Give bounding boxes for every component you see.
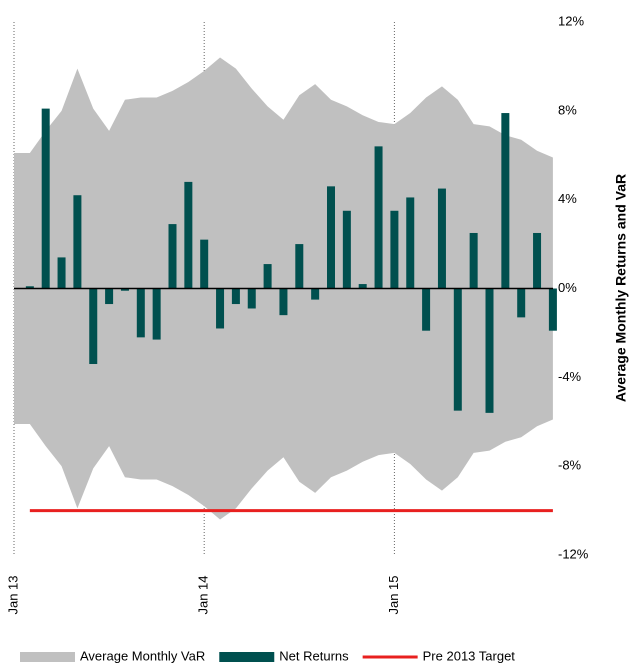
bar — [422, 288, 431, 331]
y-tick-label: 12% — [558, 13, 584, 28]
bar — [406, 197, 415, 289]
bar — [533, 232, 542, 289]
y-axis-label: Average Monthly Returns and VaR — [613, 174, 629, 402]
bar — [200, 239, 209, 289]
legend-label: Average Monthly VaR — [80, 648, 205, 663]
legend-label: Net Returns — [279, 648, 349, 663]
y-tick-label: 0% — [558, 280, 577, 295]
bar — [263, 264, 272, 289]
x-tick-label: Jan 14 — [196, 575, 211, 614]
bar — [247, 288, 256, 309]
y-tick-label: -12% — [558, 546, 589, 561]
bar — [105, 288, 114, 305]
x-tick-label: Jan 15 — [386, 575, 401, 614]
bar — [279, 288, 288, 316]
bar — [57, 257, 66, 289]
bar — [469, 232, 478, 289]
bar — [501, 113, 510, 289]
bars — [25, 108, 557, 413]
bar — [168, 224, 177, 289]
legend-label: Pre 2013 Target — [423, 648, 516, 663]
y-tick-label: -8% — [558, 458, 582, 473]
bar — [25, 286, 34, 289]
y-tick-label: 8% — [558, 102, 577, 117]
x-tick-label: Jan 13 — [5, 575, 20, 614]
bar — [374, 146, 383, 289]
bar — [120, 288, 129, 291]
bar — [548, 288, 557, 331]
bar — [390, 210, 399, 289]
bar — [437, 188, 446, 289]
y-tick-label: -4% — [558, 369, 582, 384]
bar — [73, 195, 82, 289]
bar — [295, 244, 304, 289]
legend-swatch — [219, 652, 275, 662]
bar — [136, 288, 145, 338]
legend-swatch — [20, 652, 75, 662]
bar — [152, 288, 161, 340]
bar — [342, 210, 351, 289]
bar — [184, 181, 193, 289]
bar — [453, 288, 462, 411]
bar — [216, 288, 225, 329]
bar — [311, 288, 320, 300]
bar — [231, 288, 240, 305]
bar — [358, 284, 367, 289]
bar — [485, 288, 494, 413]
y-tick-label: 4% — [558, 191, 577, 206]
bar — [89, 288, 98, 365]
bar — [41, 108, 50, 289]
bar — [517, 288, 526, 318]
bar — [327, 186, 335, 289]
